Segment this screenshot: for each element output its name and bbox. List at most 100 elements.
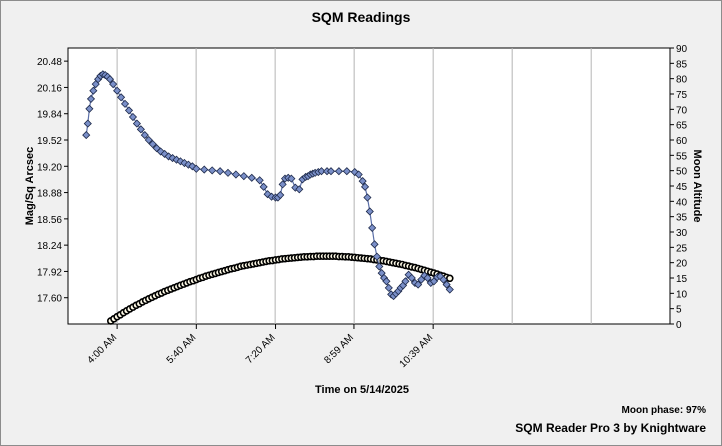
sqm-point (365, 207, 374, 216)
sqm-point (334, 167, 343, 176)
sqm-point (287, 174, 296, 183)
sqm-point (384, 283, 393, 292)
sqm-point (136, 125, 145, 134)
sqm-point (208, 166, 217, 175)
sqm-point (192, 164, 201, 173)
plot-area (67, 47, 671, 325)
sqm-point (231, 170, 240, 179)
sqm-point (247, 173, 256, 182)
sqm-point (120, 99, 130, 108)
y2-tick-label: 60 (676, 136, 688, 147)
sqm-point (360, 182, 370, 191)
sqm-point (200, 165, 209, 174)
chart-title: SQM Readings (312, 9, 411, 25)
sqm-point (255, 176, 264, 185)
x-tick-label: 4:00 AM (86, 332, 120, 366)
sqm-point (140, 131, 149, 140)
sqm-point (439, 275, 448, 284)
sqm-point (109, 80, 118, 89)
sqm-point (105, 75, 115, 84)
sqm-point (239, 172, 248, 181)
y2-tick-label: 80 (676, 75, 688, 86)
left-axis: 20.48 20.16 19.84 19.52 19.20 18.88 18.56 18.24… (37, 57, 68, 305)
y2-axis-title: Moon Altitude (691, 150, 703, 223)
sqm-point (117, 93, 126, 102)
y-tick-label: 17.60 (37, 294, 62, 305)
y2-tick-label: 75 (676, 90, 688, 101)
sqm-point (317, 167, 326, 176)
sqm-point (128, 112, 138, 122)
sqm-series (82, 70, 454, 301)
sqm-point (372, 252, 381, 261)
y2-tick-label: 55 (676, 151, 688, 162)
sqm-point (223, 168, 233, 177)
sqm-point (382, 277, 391, 286)
sqm-point (124, 106, 134, 115)
sqm-point (83, 119, 92, 128)
sqm-point (113, 86, 122, 95)
sqm-point (216, 167, 225, 176)
sqm-point (82, 131, 91, 140)
y-tick-label: 18.24 (37, 241, 62, 252)
y-tick-label: 18.56 (37, 215, 62, 226)
x-tick-label: 10:39 AM (398, 332, 436, 370)
y-tick-label: 19.20 (37, 162, 62, 173)
y2-tick-label: 10 (676, 289, 688, 300)
y2-tick-label: 35 (676, 213, 688, 224)
sqm-point (442, 280, 451, 289)
sqm-point (423, 273, 432, 283)
y2-tick-label: 70 (676, 105, 688, 116)
sqm-point (259, 182, 268, 191)
sqm-point (144, 135, 153, 145)
bottom-axis: 4:00 AM 5:40 AM 7:20 AM 8:59 AM 10:39 AM (86, 324, 436, 370)
sqm-point (295, 185, 304, 194)
sqm-point (401, 277, 410, 286)
x-tick-label: 5:40 AM (165, 332, 199, 366)
y2-tick-label: 40 (676, 197, 688, 208)
sqm-point (132, 119, 141, 128)
x-axis-title: Time on 5/14/2025 (315, 384, 409, 396)
sqm-point (370, 240, 379, 249)
sqm-point (276, 190, 285, 200)
sqm-point (358, 177, 367, 186)
sqm-point (342, 167, 351, 176)
y-tick-label: 18.88 (37, 189, 62, 200)
x-tick-label: 8:59 AM (322, 332, 356, 366)
y2-tick-label: 90 (676, 44, 688, 55)
moon-altitude-series (106, 252, 454, 325)
y2-tick-label: 25 (676, 243, 688, 254)
sqm-point (326, 167, 336, 176)
y-tick-label: 20.16 (37, 83, 62, 94)
y2-tick-label: 45 (676, 182, 688, 193)
sqm-point (278, 180, 287, 189)
x-tick-label: 7:20 AM (244, 332, 278, 366)
sqm-point (354, 170, 363, 179)
y2-tick-label: 0 (676, 320, 682, 331)
y2-tick-label: 65 (676, 121, 688, 132)
moon-altitude-point (445, 274, 454, 283)
moon-phase-label: Moon phase: 97% (622, 405, 707, 416)
y-tick-label: 19.52 (37, 136, 62, 147)
sqm-point (148, 140, 157, 149)
sqm-point (445, 285, 454, 294)
sqm-point (407, 273, 416, 283)
y2-tick-label: 15 (676, 274, 688, 285)
y-tick-label: 19.84 (37, 110, 62, 121)
sqm-point (375, 262, 384, 271)
sqm-point (86, 94, 96, 103)
sqm-point (363, 193, 372, 202)
y-tick-label: 20.48 (37, 57, 62, 68)
y-tick-label: 17.92 (37, 267, 62, 278)
y2-tick-label: 30 (676, 228, 688, 239)
sqm-point (89, 86, 98, 95)
sqm-point (414, 280, 423, 289)
y2-tick-label: 20 (676, 259, 688, 270)
sqm-point (368, 223, 377, 232)
sqm-point (85, 104, 94, 113)
y2-tick-label: 85 (676, 59, 688, 70)
y-axis-title: Mag/Sq Arcsec (24, 147, 36, 225)
y2-tick-label: 50 (676, 167, 688, 178)
credit-label: SQM Reader Pro 3 by Knightware (515, 421, 706, 435)
